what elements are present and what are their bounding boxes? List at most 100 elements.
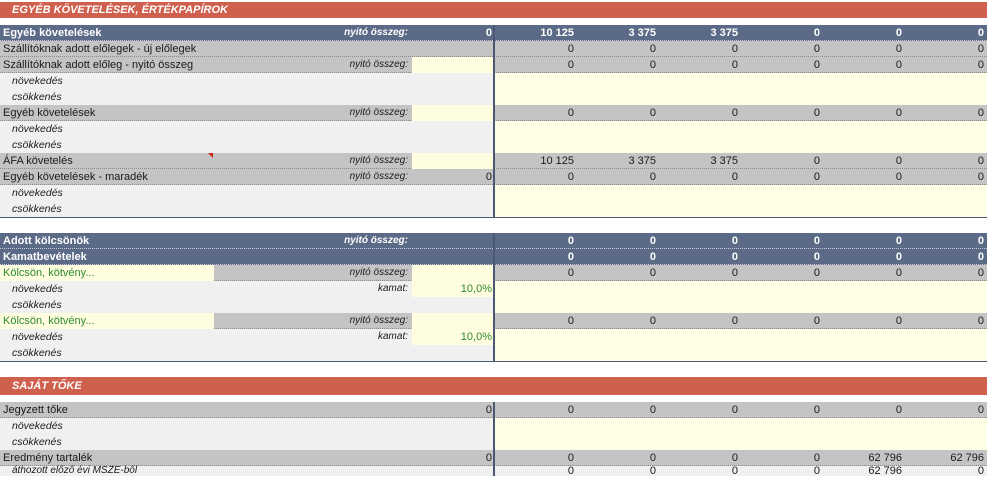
value-cell[interactable]: 0 (649, 251, 656, 263)
value-cell[interactable]: 0 (813, 404, 820, 416)
value-cell[interactable]: 0 (813, 107, 820, 119)
value-cell[interactable]: 0 (731, 251, 738, 263)
value-cell[interactable]: 62 796 (868, 452, 902, 464)
value-cell[interactable]: 0 (977, 59, 984, 71)
input-area[interactable] (494, 434, 987, 450)
value-cell[interactable]: 0 (813, 155, 820, 167)
loan-name-field[interactable] (0, 313, 214, 329)
value-cell[interactable]: 0 (895, 315, 902, 327)
value-cell[interactable]: 0 (567, 235, 574, 247)
opening-input[interactable] (412, 153, 494, 169)
value-cell[interactable]: 0 (977, 155, 984, 167)
value-cell[interactable]: 0 (895, 235, 902, 247)
value-cell[interactable]: 0 (895, 155, 902, 167)
value-cell[interactable]: 0 (649, 465, 656, 477)
value-cell[interactable]: 0 (977, 404, 984, 416)
row-label[interactable]: Kölcsön, kötvény... (3, 267, 95, 279)
value-cell[interactable]: 0 (731, 235, 738, 247)
value-cell[interactable]: 0 (567, 251, 574, 263)
value-cell[interactable]: 0 (567, 59, 574, 71)
value-cell[interactable]: 0 (731, 59, 738, 71)
input-area[interactable] (494, 329, 987, 345)
opening-value[interactable]: 0 (485, 404, 492, 416)
opening-value[interactable]: 0 (485, 452, 492, 464)
value-cell[interactable]: 0 (895, 27, 902, 39)
value-cell[interactable]: 0 (731, 315, 738, 327)
value-cell[interactable]: 0 (977, 465, 984, 477)
value-cell[interactable]: 0 (649, 59, 656, 71)
value-cell[interactable]: 0 (813, 465, 820, 477)
value-cell[interactable]: 0 (567, 43, 574, 55)
value-cell[interactable]: 0 (813, 27, 820, 39)
value-cell[interactable]: 10 125 (540, 155, 574, 167)
value-cell[interactable]: 0 (649, 235, 656, 247)
opening-input[interactable] (412, 313, 494, 329)
value-cell[interactable]: 3 375 (628, 155, 656, 167)
value-cell[interactable]: 0 (977, 171, 984, 183)
value-cell[interactable]: 0 (977, 27, 984, 39)
value-cell[interactable]: 0 (649, 315, 656, 327)
value-cell[interactable]: 0 (567, 107, 574, 119)
opening-value[interactable]: 0 (485, 27, 492, 39)
value-cell[interactable]: 0 (567, 267, 574, 279)
opening-input[interactable] (412, 265, 494, 281)
value-cell[interactable]: 0 (813, 43, 820, 55)
value-cell[interactable]: 0 (977, 107, 984, 119)
value-cell[interactable]: 0 (895, 43, 902, 55)
value-cell[interactable]: 0 (649, 404, 656, 416)
value-cell[interactable]: 0 (567, 465, 574, 477)
value-cell[interactable]: 0 (977, 251, 984, 263)
input-area[interactable] (494, 89, 987, 105)
opening-value[interactable]: 0 (485, 171, 492, 183)
loan-name-field[interactable] (0, 265, 214, 281)
value-cell[interactable]: 0 (731, 267, 738, 279)
value-cell[interactable]: 3 375 (710, 155, 738, 167)
value-cell[interactable]: 0 (731, 107, 738, 119)
value-cell[interactable]: 0 (813, 59, 820, 71)
value-cell[interactable]: 0 (895, 107, 902, 119)
input-area[interactable] (494, 201, 987, 217)
value-cell[interactable]: 0 (567, 171, 574, 183)
value-cell[interactable]: 0 (813, 452, 820, 464)
value-cell[interactable]: 0 (895, 267, 902, 279)
value-cell[interactable]: 0 (895, 59, 902, 71)
value-cell[interactable]: 0 (977, 235, 984, 247)
input-area[interactable] (494, 73, 987, 89)
value-cell[interactable]: 0 (813, 315, 820, 327)
value-cell[interactable]: 0 (977, 267, 984, 279)
input-area[interactable] (494, 297, 987, 313)
input-area[interactable] (494, 345, 987, 361)
input-area[interactable] (494, 281, 987, 297)
value-cell[interactable]: 0 (813, 171, 820, 183)
input-area[interactable] (494, 185, 987, 201)
value-cell[interactable]: 0 (649, 43, 656, 55)
value-cell[interactable]: 3 375 (710, 27, 738, 39)
input-area[interactable] (494, 121, 987, 137)
value-cell[interactable]: 0 (567, 404, 574, 416)
value-cell[interactable]: 3 375 (628, 27, 656, 39)
value-cell[interactable]: 0 (731, 171, 738, 183)
value-cell[interactable]: 0 (977, 43, 984, 55)
value-cell[interactable]: 0 (649, 267, 656, 279)
value-cell[interactable]: 0 (731, 465, 738, 477)
value-cell[interactable]: 0 (813, 235, 820, 247)
comment-marker-icon[interactable] (208, 153, 213, 158)
value-cell[interactable]: 0 (895, 251, 902, 263)
value-cell[interactable]: 0 (813, 251, 820, 263)
value-cell[interactable]: 0 (649, 171, 656, 183)
value-cell[interactable]: 10 125 (540, 27, 574, 39)
value-cell[interactable]: 0 (567, 315, 574, 327)
value-cell[interactable]: 0 (731, 452, 738, 464)
value-cell[interactable]: 62 796 (950, 452, 984, 464)
interest-rate-input[interactable]: 10,0% (412, 281, 494, 297)
value-cell[interactable]: 0 (567, 452, 574, 464)
input-area[interactable] (494, 418, 987, 434)
opening-input[interactable] (412, 57, 494, 73)
value-cell[interactable]: 0 (895, 171, 902, 183)
input-area[interactable] (494, 137, 987, 153)
value-cell[interactable]: 0 (649, 452, 656, 464)
value-cell[interactable]: 0 (649, 107, 656, 119)
interest-rate-input[interactable]: 10,0% (412, 329, 494, 345)
value-cell[interactable]: 0 (895, 404, 902, 416)
value-cell[interactable]: 0 (977, 315, 984, 327)
